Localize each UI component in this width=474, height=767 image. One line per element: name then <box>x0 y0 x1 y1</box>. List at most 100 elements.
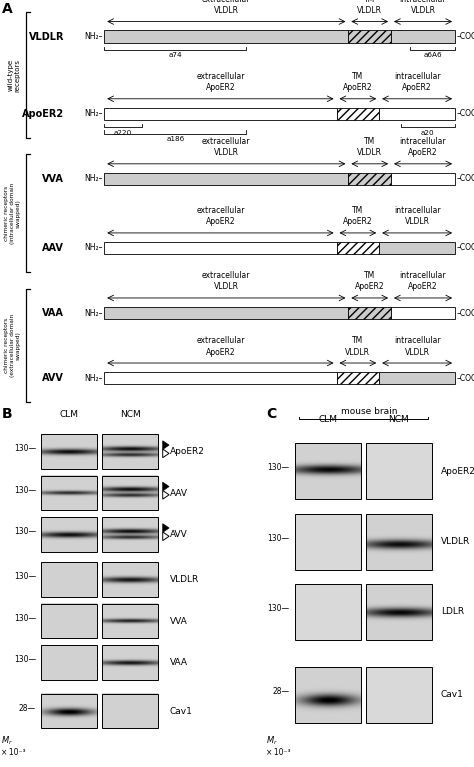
Text: CLM: CLM <box>319 415 337 424</box>
Text: a74: a74 <box>169 52 182 58</box>
Text: NCM: NCM <box>120 410 140 419</box>
Polygon shape <box>163 449 169 458</box>
Bar <box>295 443 361 499</box>
Text: ApoER2: ApoER2 <box>343 217 373 226</box>
Text: a20: a20 <box>421 130 435 136</box>
Text: TM: TM <box>352 336 364 345</box>
Bar <box>379 107 455 120</box>
Text: ApoER2: ApoER2 <box>408 282 438 291</box>
Text: intracellular: intracellular <box>400 0 447 4</box>
Bar <box>41 694 97 728</box>
Text: ApoER2: ApoER2 <box>402 84 432 92</box>
Text: chimeric receptors
(extracellular domain
swapped): chimeric receptors (extracellular domain… <box>4 314 20 377</box>
Text: 130—: 130— <box>267 604 290 613</box>
Bar <box>41 434 97 469</box>
Text: –COOH: –COOH <box>457 308 474 318</box>
Bar <box>295 584 361 640</box>
Bar <box>365 667 432 723</box>
Text: AVV: AVV <box>170 530 188 539</box>
Polygon shape <box>163 441 169 449</box>
Text: × 10⁻³: × 10⁻³ <box>1 748 26 757</box>
Text: 130—: 130— <box>267 463 290 472</box>
Text: intracellular: intracellular <box>400 137 447 146</box>
Text: NH₂–: NH₂– <box>84 243 102 252</box>
Bar <box>348 173 391 185</box>
Bar <box>365 514 432 570</box>
Text: VLDLR: VLDLR <box>410 6 436 15</box>
Text: AAV: AAV <box>170 489 188 498</box>
Bar <box>102 518 158 551</box>
Text: Cav1: Cav1 <box>170 706 193 716</box>
Text: extracellular: extracellular <box>202 0 251 4</box>
Text: ApoER2: ApoER2 <box>170 447 205 456</box>
Text: –COOH: –COOH <box>457 174 474 183</box>
Text: VLDLR: VLDLR <box>214 282 239 291</box>
Text: NH₂–: NH₂– <box>84 110 102 118</box>
Bar <box>104 242 337 254</box>
Text: AAV: AAV <box>42 243 64 253</box>
Text: a186: a186 <box>166 137 184 142</box>
Bar <box>104 107 337 120</box>
Bar <box>102 562 158 597</box>
Bar <box>104 173 348 185</box>
Text: 130—: 130— <box>14 527 36 536</box>
Text: ApoER2: ApoER2 <box>206 347 235 357</box>
Text: A: A <box>2 2 13 16</box>
Text: intracellular: intracellular <box>394 336 440 345</box>
Text: TM: TM <box>364 0 375 4</box>
Text: VLDLR: VLDLR <box>214 148 239 157</box>
Bar <box>295 514 361 570</box>
Text: VLDLR: VLDLR <box>28 31 64 41</box>
Text: ApoER2: ApoER2 <box>355 282 384 291</box>
Bar <box>41 645 97 680</box>
Bar <box>104 372 337 384</box>
Bar <box>348 307 391 319</box>
Text: intracellular: intracellular <box>400 271 447 280</box>
Bar <box>379 242 455 254</box>
Bar <box>102 645 158 680</box>
Text: B: B <box>1 407 12 421</box>
Text: NH₂–: NH₂– <box>84 32 102 41</box>
Text: 130—: 130— <box>14 655 36 664</box>
Text: $M_r$: $M_r$ <box>266 735 278 747</box>
Bar <box>102 694 158 728</box>
Text: VLDLR: VLDLR <box>441 537 470 546</box>
Text: –COOH: –COOH <box>457 110 474 118</box>
Text: ApoER2: ApoER2 <box>343 84 373 92</box>
Text: TM: TM <box>364 137 375 146</box>
Text: VLDLR: VLDLR <box>357 148 382 157</box>
Text: NH₂–: NH₂– <box>84 308 102 318</box>
Text: –COOH: –COOH <box>457 243 474 252</box>
Polygon shape <box>163 482 169 491</box>
Text: ApoER2: ApoER2 <box>22 109 64 119</box>
Text: VLDLR: VLDLR <box>346 347 370 357</box>
Text: AVV: AVV <box>42 373 64 383</box>
Text: NH₂–: NH₂– <box>84 374 102 383</box>
Text: ApoER2: ApoER2 <box>441 467 474 476</box>
Text: NH₂–: NH₂– <box>84 174 102 183</box>
Bar <box>391 307 455 319</box>
Text: VVA: VVA <box>170 617 188 626</box>
Bar <box>391 31 455 43</box>
Text: 28—: 28— <box>272 686 290 696</box>
Text: VLDLR: VLDLR <box>405 347 429 357</box>
Text: ApoER2: ApoER2 <box>206 84 235 92</box>
Text: extracellular: extracellular <box>196 72 245 81</box>
Text: × 10⁻³: × 10⁻³ <box>266 748 291 757</box>
Bar <box>102 434 158 469</box>
Text: a220: a220 <box>114 130 132 136</box>
Polygon shape <box>163 532 169 541</box>
Bar <box>41 604 97 638</box>
Text: extracellular: extracellular <box>196 336 245 345</box>
Text: –COOH: –COOH <box>457 32 474 41</box>
Text: extracellular: extracellular <box>202 271 251 280</box>
Bar <box>391 173 455 185</box>
Text: 130—: 130— <box>14 572 36 581</box>
Bar <box>365 584 432 640</box>
Text: 130—: 130— <box>267 534 290 542</box>
Bar <box>348 31 391 43</box>
Text: intracellular: intracellular <box>394 206 440 215</box>
Text: ApoER2: ApoER2 <box>408 148 438 157</box>
Text: TM: TM <box>352 72 364 81</box>
Text: mouse brain: mouse brain <box>341 407 398 416</box>
